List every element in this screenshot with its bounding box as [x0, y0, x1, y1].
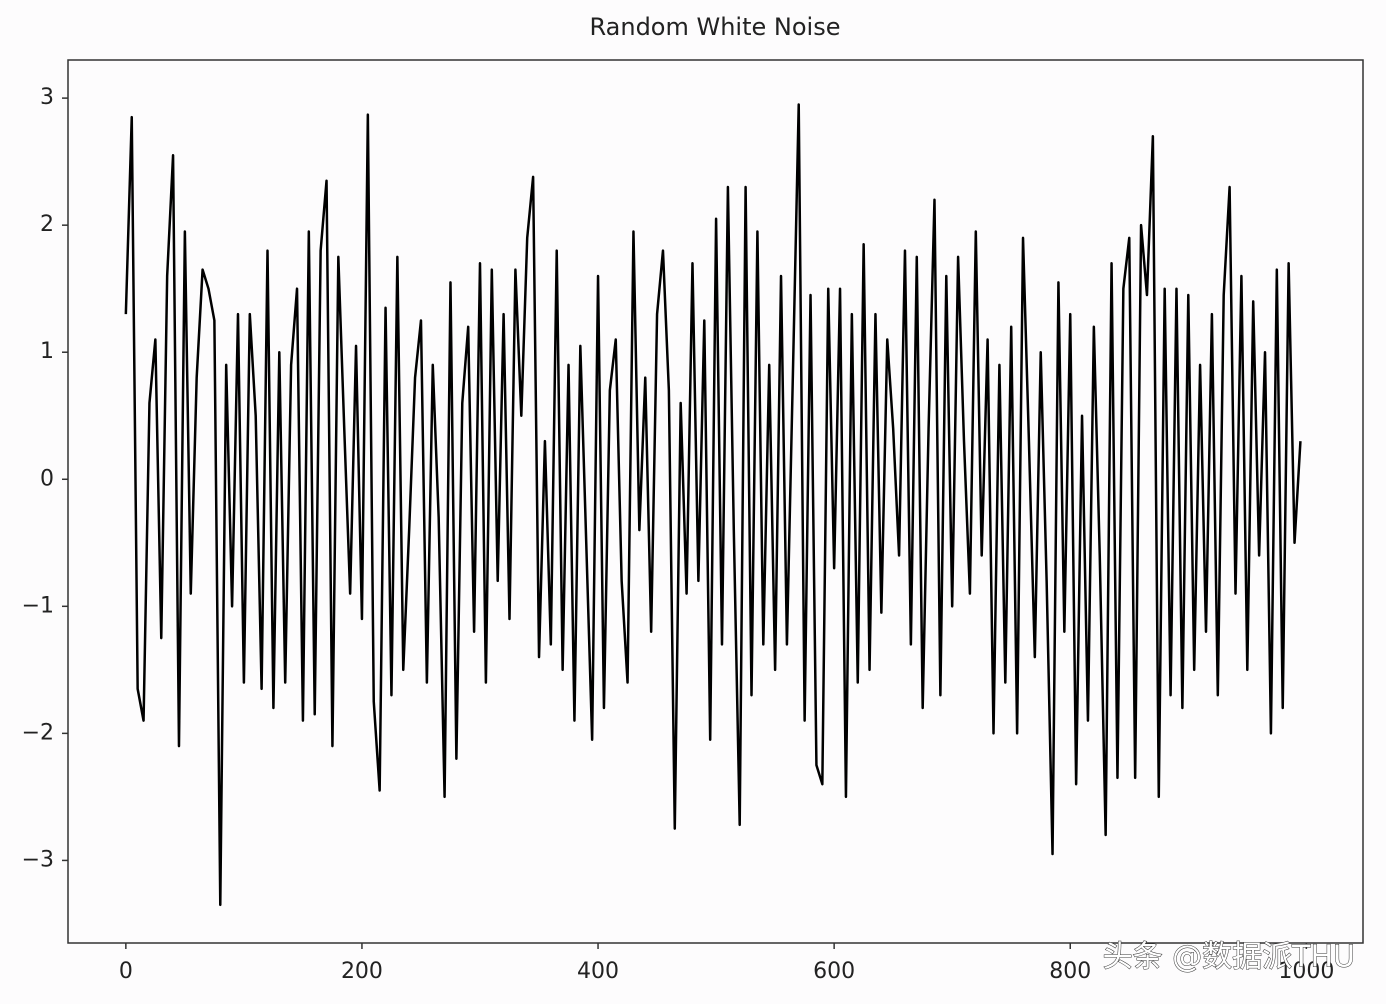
chart-title: Random White Noise [590, 13, 841, 41]
y-tick-label: 2 [40, 212, 54, 237]
y-tick-label: −1 [22, 593, 54, 618]
y-tick-label: −2 [22, 720, 54, 745]
y-tick-label: −3 [22, 847, 54, 872]
watermark: 头条 @数据派THU [1103, 940, 1355, 975]
x-tick-label: 800 [1049, 959, 1091, 984]
y-tick-label: 0 [40, 466, 54, 491]
x-tick-label: 400 [577, 959, 619, 984]
y-tick-label: 3 [40, 85, 54, 110]
y-tick-label: 1 [40, 339, 54, 364]
plot-frame [67, 59, 1364, 944]
x-tick-label: 600 [813, 959, 855, 984]
x-tick-label: 0 [119, 959, 133, 984]
x-tick-label: 200 [341, 959, 383, 984]
x-tick-label: 1000 [1278, 959, 1334, 984]
noise-line [124, 103, 1302, 907]
